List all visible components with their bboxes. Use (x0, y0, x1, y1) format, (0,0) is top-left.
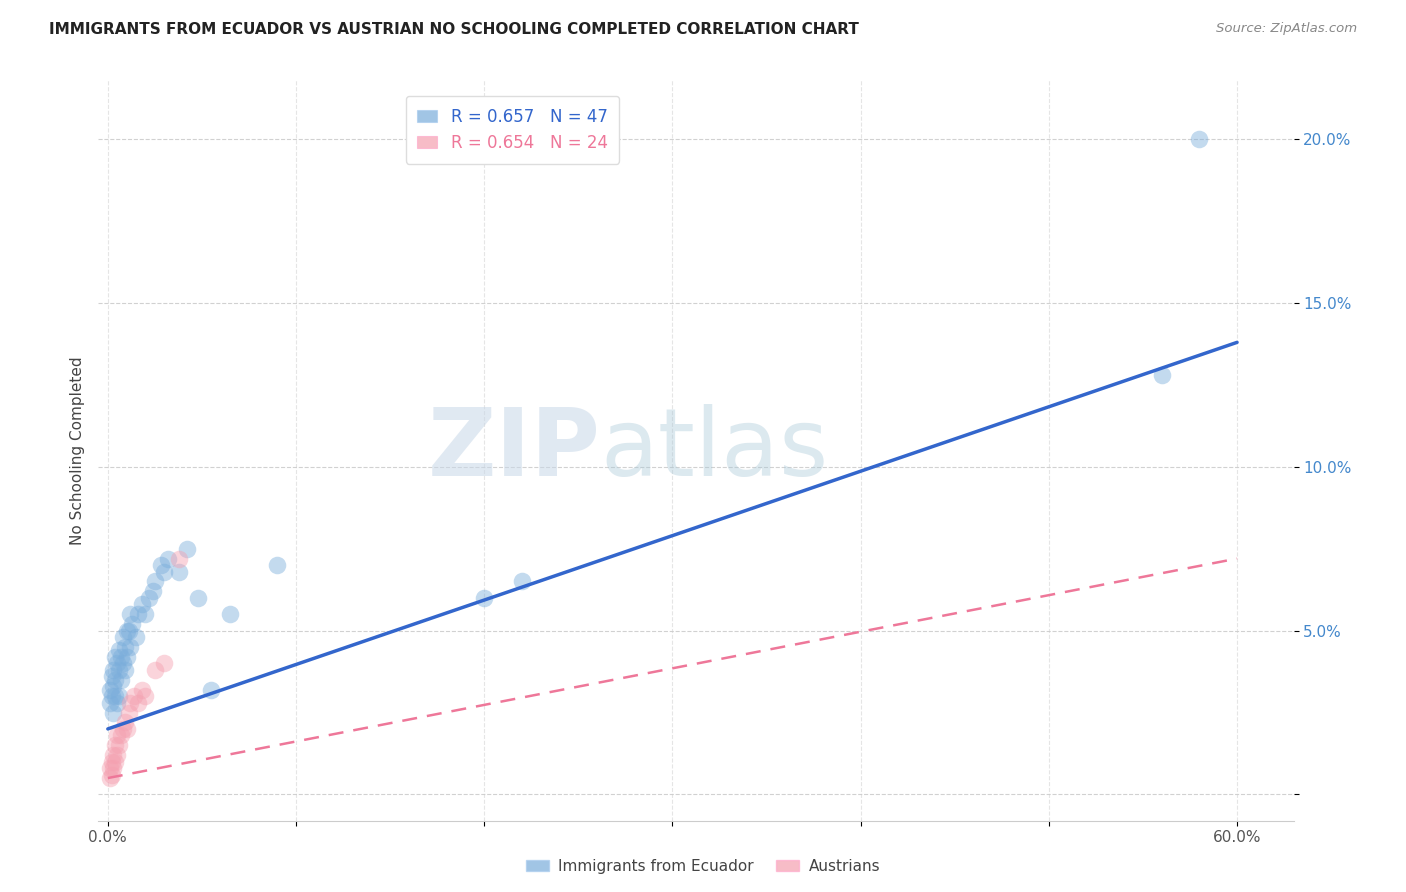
Point (105, 729, 128, 743)
Point (108, 643, 131, 657)
Point (105, 748, 128, 763)
Point (169, 565, 191, 579)
Point (104, 755, 127, 769)
Point (98, 696, 121, 710)
Point (127, 696, 149, 710)
Point (100, 768, 122, 782)
Point (105, 657, 128, 671)
Point (110, 673, 132, 687)
Point (127, 607, 149, 622)
Point (98, 771, 121, 785)
Text: atlas: atlas (600, 404, 828, 497)
Text: ZIP: ZIP (427, 404, 600, 497)
Point (131, 598, 153, 612)
Point (1188, 132, 1211, 146)
Y-axis label: No Schooling Completed: No Schooling Completed (69, 356, 84, 545)
Point (131, 682, 153, 697)
Point (472, 591, 495, 605)
Point (100, 689, 122, 703)
Point (111, 630, 134, 644)
Point (200, 682, 222, 697)
Point (108, 689, 131, 703)
Point (219, 607, 242, 622)
Text: IMMIGRANTS FROM ECUADOR VS AUSTRIAN NO SCHOOLING COMPLETED CORRELATION CHART: IMMIGRANTS FROM ECUADOR VS AUSTRIAN NO S… (49, 22, 859, 37)
Point (143, 663, 166, 677)
Point (187, 591, 209, 605)
Point (153, 657, 176, 671)
Point (104, 673, 127, 687)
Point (111, 722, 134, 736)
Point (98, 682, 121, 697)
Point (114, 663, 136, 677)
Legend: R = 0.657   N = 47, R = 0.654   N = 24: R = 0.657 N = 47, R = 0.654 N = 24 (405, 96, 619, 164)
Point (103, 663, 125, 677)
Point (103, 748, 125, 763)
Point (121, 617, 143, 632)
Point (510, 574, 533, 589)
Point (120, 640, 142, 654)
Point (266, 558, 288, 573)
Point (98, 761, 121, 775)
Point (105, 696, 128, 710)
Point (149, 558, 172, 573)
Point (111, 657, 134, 671)
Point (169, 551, 191, 566)
Point (100, 669, 122, 683)
Point (176, 541, 198, 556)
Point (104, 689, 127, 703)
Point (104, 739, 127, 753)
Point (134, 689, 156, 703)
Point (120, 607, 142, 622)
Point (138, 591, 160, 605)
Legend: Immigrants from Ecuador, Austrians: Immigrants from Ecuador, Austrians (520, 853, 886, 880)
Point (122, 689, 145, 703)
Point (110, 729, 132, 743)
Point (108, 739, 131, 753)
Point (153, 565, 176, 579)
Point (110, 649, 132, 664)
Point (103, 706, 125, 720)
Point (125, 630, 148, 644)
Point (117, 624, 139, 638)
Point (157, 551, 180, 566)
Point (115, 722, 138, 736)
Point (104, 649, 127, 664)
Point (100, 755, 122, 769)
Point (103, 761, 125, 775)
Point (134, 607, 156, 622)
Point (117, 706, 139, 720)
Point (114, 640, 136, 654)
Point (115, 649, 138, 664)
Point (115, 624, 138, 638)
Point (143, 574, 166, 589)
Text: Source: ZipAtlas.com: Source: ZipAtlas.com (1216, 22, 1357, 36)
Point (120, 696, 142, 710)
Point (108, 663, 131, 677)
Point (142, 584, 165, 599)
Point (1150, 368, 1173, 383)
Point (103, 679, 125, 693)
Point (114, 715, 136, 730)
